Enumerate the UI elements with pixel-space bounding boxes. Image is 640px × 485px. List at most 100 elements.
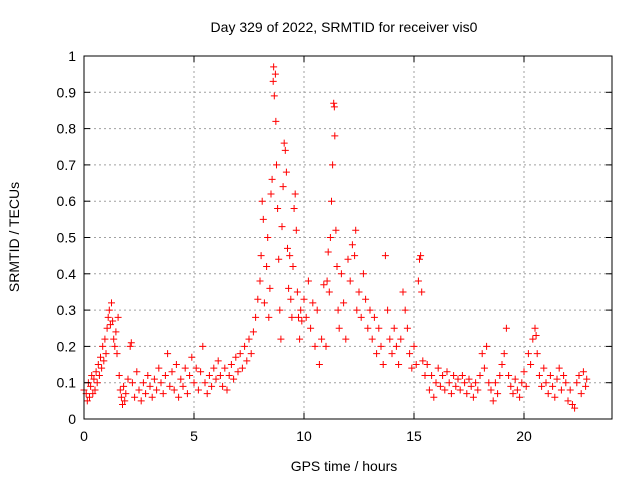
- data-point: [241, 342, 249, 350]
- data-point: [225, 371, 233, 379]
- data-point: [172, 361, 180, 369]
- data-point: [302, 313, 310, 321]
- data-point: [289, 263, 297, 271]
- data-point: [157, 379, 165, 387]
- data-point: [131, 393, 139, 401]
- data-point: [487, 386, 495, 394]
- data-point: [522, 382, 530, 390]
- data-point: [259, 215, 267, 223]
- data-point: [285, 284, 293, 292]
- data-point: [318, 335, 326, 343]
- data-point: [516, 393, 524, 401]
- data-point: [454, 375, 462, 383]
- data-point: [126, 342, 134, 350]
- data-point: [326, 234, 334, 241]
- data-point: [117, 393, 125, 401]
- data-point: [511, 375, 519, 383]
- data-point: [311, 342, 319, 350]
- data-point: [381, 252, 389, 260]
- x-tick-label: 20: [516, 428, 532, 444]
- data-point: [544, 390, 552, 398]
- y-tick-label: 0.1: [57, 375, 77, 391]
- data-point: [331, 132, 339, 140]
- y-tick-label: 0.3: [57, 302, 77, 318]
- data-point: [281, 146, 289, 154]
- data-point: [290, 204, 298, 212]
- data-point: [276, 306, 284, 314]
- data-point: [443, 368, 451, 376]
- data-point: [114, 313, 122, 321]
- data-point: [257, 252, 265, 260]
- chart-title: Day 329 of 2022, SRMTID for receiver vis…: [211, 19, 478, 35]
- x-tick-label: 10: [296, 428, 312, 444]
- data-point: [98, 364, 106, 372]
- data-point: [245, 335, 253, 343]
- data-point: [494, 390, 502, 398]
- data-point: [103, 324, 111, 332]
- data-point: [498, 361, 506, 369]
- data-point: [368, 335, 376, 343]
- data-point: [153, 386, 161, 394]
- data-point: [133, 368, 141, 376]
- data-point: [87, 382, 95, 390]
- data-point: [104, 313, 112, 321]
- data-point: [267, 190, 275, 198]
- data-point: [203, 390, 211, 398]
- y-tick-label: 0.4: [57, 266, 77, 282]
- data-point: [579, 368, 587, 376]
- data-point: [247, 350, 255, 358]
- data-point: [351, 252, 359, 260]
- data-point: [322, 342, 330, 350]
- x-tick-label: 15: [406, 428, 422, 444]
- data-point: [279, 183, 287, 191]
- data-point: [502, 324, 510, 332]
- data-point: [538, 382, 546, 390]
- data-point: [439, 371, 447, 379]
- data-point: [90, 375, 98, 383]
- data-point: [137, 397, 145, 405]
- data-point: [110, 335, 118, 343]
- data-point: [194, 386, 202, 394]
- data-point: [274, 204, 282, 212]
- y-tick-label: 0.7: [57, 157, 77, 173]
- data-point: [128, 379, 136, 387]
- data-point: [379, 361, 387, 369]
- data-point: [395, 361, 403, 369]
- data-point: [401, 306, 409, 314]
- data-point: [164, 350, 172, 358]
- data-point: [542, 379, 550, 387]
- data-point: [551, 393, 559, 401]
- data-point: [304, 277, 312, 285]
- data-point: [524, 350, 532, 358]
- data-point: [476, 371, 484, 379]
- x-tick-label: 5: [190, 428, 198, 444]
- data-point: [491, 379, 499, 387]
- data-point: [297, 306, 305, 314]
- data-point: [264, 234, 272, 241]
- data-point: [168, 368, 176, 376]
- data-point: [108, 299, 115, 307]
- data-point: [124, 375, 132, 383]
- data-point: [183, 390, 191, 398]
- data-point: [485, 379, 493, 387]
- data-point: [105, 306, 113, 314]
- y-axis-label: SRMTID / TECUs: [6, 182, 22, 292]
- data-point: [406, 350, 414, 358]
- x-tick-label: 0: [80, 428, 88, 444]
- data-point: [293, 288, 301, 296]
- data-point: [478, 350, 486, 358]
- data-point: [412, 361, 420, 369]
- data-point: [489, 397, 497, 405]
- data-point: [414, 277, 422, 285]
- data-point: [292, 226, 300, 234]
- data-point: [238, 364, 246, 372]
- data-point: [287, 295, 295, 303]
- data-point: [270, 63, 278, 71]
- data-point: [121, 397, 129, 405]
- data-point: [417, 252, 425, 260]
- data-point: [115, 371, 123, 379]
- data-point: [432, 379, 440, 387]
- data-point: [97, 353, 104, 361]
- data-point: [109, 317, 117, 325]
